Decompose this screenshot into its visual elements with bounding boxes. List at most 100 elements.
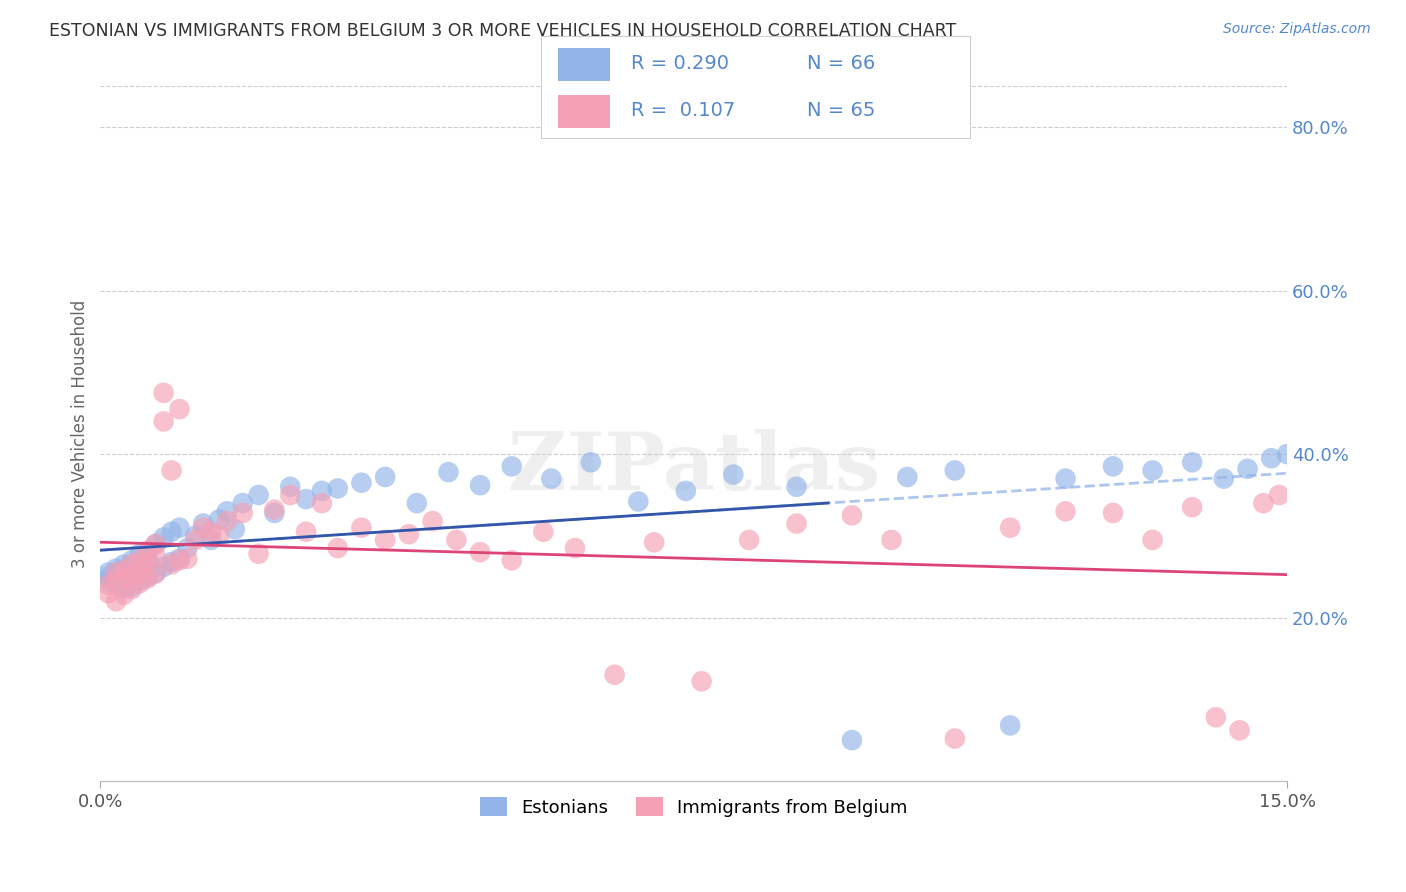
Point [145,549,167,564]
Point [1236,462,1258,476]
Point [121,558,143,572]
Point [311,496,333,510]
Point [184,533,207,547]
Text: ZIPatlas: ZIPatlas [508,429,880,508]
Point [129,553,152,567]
Point [603,667,626,681]
Point [1229,723,1251,738]
Point [129,547,152,561]
Point [531,524,554,539]
Point [169,551,191,566]
Point [145,537,167,551]
Point [145,537,167,551]
Point [121,553,143,567]
Point [841,733,863,747]
Point [136,570,159,584]
Text: N = 66: N = 66 [807,54,876,73]
Point [841,508,863,523]
Point [690,674,713,689]
Point [152,385,174,400]
FancyBboxPatch shape [558,95,610,128]
Point [152,531,174,545]
Point [215,504,238,518]
Point [1268,488,1291,502]
Point [374,533,396,547]
Point [112,563,135,577]
Point [105,574,128,588]
Point [105,561,128,575]
Point [105,568,128,582]
Point [1181,455,1204,469]
Point [723,467,745,482]
Point [998,521,1021,535]
Point [350,521,373,535]
Point [152,414,174,428]
Point [350,475,373,490]
Point [169,521,191,535]
FancyBboxPatch shape [558,48,610,81]
Point [278,480,301,494]
Point [232,496,254,510]
Point [501,553,523,567]
Point [263,502,285,516]
Point [97,570,120,584]
Point [1275,447,1298,461]
Point [129,561,152,575]
Point [105,566,128,580]
Point [193,516,215,531]
Point [437,465,460,479]
Text: R =  0.107: R = 0.107 [631,101,735,120]
Point [105,571,128,585]
Point [1102,506,1125,520]
Point [97,586,120,600]
Point [263,506,285,520]
Point [1054,504,1077,518]
Point [97,574,120,588]
Point [943,463,966,477]
Point [579,455,602,469]
Point [880,533,903,547]
Point [121,582,143,596]
Point [422,514,444,528]
Point [136,555,159,569]
Point [136,545,159,559]
Point [1102,459,1125,474]
Point [121,570,143,584]
Point [169,402,191,417]
Point [896,470,918,484]
Text: Source: ZipAtlas.com: Source: ZipAtlas.com [1223,22,1371,37]
Point [184,529,207,543]
Point [232,506,254,520]
Point [193,521,215,535]
Point [176,551,198,566]
Point [1181,500,1204,515]
Point [446,533,468,547]
Point [105,578,128,592]
Point [501,459,523,474]
Point [145,566,167,581]
Point [786,516,808,531]
Point [160,524,183,539]
Point [224,522,246,536]
Point [160,555,183,569]
Point [215,514,238,528]
Point [112,582,135,596]
Point [468,545,491,559]
Text: N = 65: N = 65 [807,101,876,120]
Point [540,472,562,486]
Point [564,541,586,555]
Point [998,718,1021,732]
Point [1142,463,1164,477]
Point [738,533,761,547]
Point [247,488,270,502]
Point [326,541,349,555]
Point [398,527,420,541]
Point [405,496,427,510]
Point [121,580,143,594]
Point [169,553,191,567]
Point [1253,496,1275,510]
Point [200,533,222,547]
Point [468,478,491,492]
Text: ESTONIAN VS IMMIGRANTS FROM BELGIUM 3 OR MORE VEHICLES IN HOUSEHOLD CORRELATION : ESTONIAN VS IMMIGRANTS FROM BELGIUM 3 OR… [49,22,956,40]
Text: R = 0.290: R = 0.290 [631,54,730,73]
